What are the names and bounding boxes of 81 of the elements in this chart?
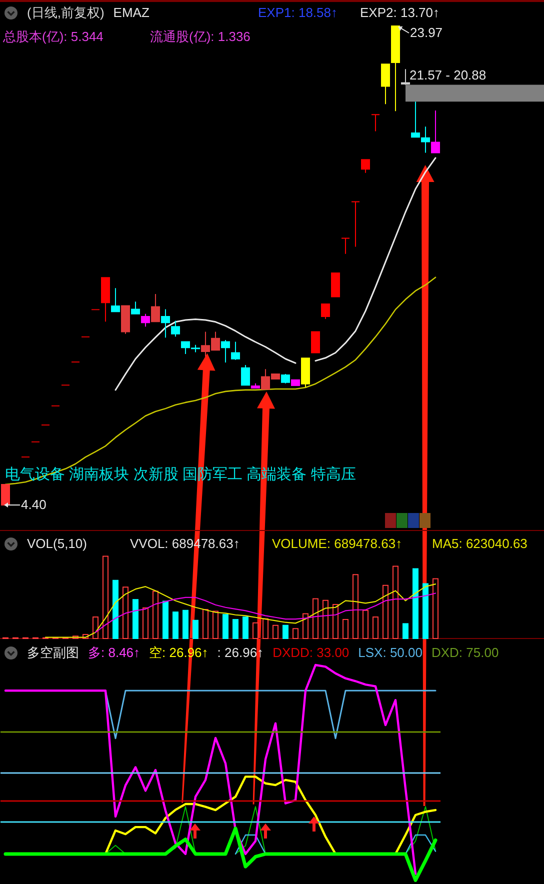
candlestick <box>291 379 300 386</box>
candlestick <box>331 272 340 298</box>
bar <box>362 610 368 639</box>
bar <box>122 586 128 639</box>
bar <box>162 600 168 639</box>
bar <box>262 618 268 639</box>
candlestick <box>381 64 390 105</box>
bar <box>182 610 188 639</box>
bar <box>372 616 378 639</box>
candlestick <box>251 382 260 389</box>
bar <box>92 616 98 639</box>
text: EXP2: 13.70↑ <box>360 5 440 20</box>
text: LSX: 50.00 <box>358 645 422 660</box>
bar <box>332 604 338 639</box>
candlestick <box>221 340 230 364</box>
chart-title: (日线,前复权) <box>27 5 104 20</box>
annotation: 流通股(亿): 1.336 <box>150 29 250 44</box>
text: 多: 8.46↑ <box>88 645 140 660</box>
candlestick <box>371 114 380 132</box>
bar <box>302 613 308 639</box>
bar <box>352 574 358 639</box>
bar <box>142 607 148 639</box>
bar <box>402 623 408 639</box>
candlestick <box>321 304 330 320</box>
text: EXP1: 18.58↑ <box>258 5 338 20</box>
candlestick <box>161 308 170 338</box>
text: EMAZ <box>113 5 150 20</box>
candlestick <box>141 313 150 328</box>
bar <box>102 556 108 639</box>
bar <box>112 580 118 639</box>
bar <box>232 619 238 639</box>
candlestick <box>1 484 10 506</box>
bar <box>342 619 348 639</box>
text: VOLUME: 689478.63↑ <box>272 536 402 551</box>
bar <box>272 624 278 639</box>
candlestick <box>311 331 320 354</box>
candlestick <box>401 68 410 86</box>
bar <box>172 612 178 639</box>
candlestick <box>341 238 350 254</box>
bar <box>192 620 198 639</box>
bar <box>282 624 288 639</box>
candlestick <box>171 320 180 338</box>
candlestick <box>121 305 130 334</box>
bar <box>412 568 418 639</box>
bar <box>242 616 248 639</box>
candlestick <box>131 301 140 314</box>
bar <box>392 566 398 639</box>
candlestick <box>351 201 360 248</box>
bar <box>312 598 318 639</box>
bar <box>152 590 158 639</box>
candlestick <box>361 159 370 174</box>
text: DXD: 75.00 <box>431 645 499 660</box>
bar <box>292 628 298 639</box>
bar <box>422 583 428 639</box>
text: MA5: 623040.63 <box>432 536 528 551</box>
bar <box>132 599 138 639</box>
bar <box>382 584 388 639</box>
bar <box>252 622 258 639</box>
annotation: 23.97 <box>410 25 443 40</box>
bar <box>222 614 228 639</box>
candlestick <box>281 374 290 384</box>
band-label: 21.57 - 20.88 <box>410 68 486 83</box>
text: DXDD: 33.00 <box>272 645 350 660</box>
bar <box>432 578 438 639</box>
candlestick <box>301 358 310 388</box>
annotation: 总股本(亿): 5.344 <box>3 29 104 44</box>
bar <box>202 609 208 639</box>
bar <box>322 600 328 639</box>
candlestick <box>431 110 440 154</box>
candlestick <box>231 341 240 360</box>
chart-title: VOL(5,10) <box>27 536 87 551</box>
candlestick <box>151 294 160 322</box>
candlestick <box>411 101 420 138</box>
candlestick <box>241 364 250 386</box>
annotation: 4.40 <box>21 497 46 512</box>
candlestick <box>391 26 400 112</box>
bar <box>212 610 218 639</box>
candlestick <box>421 126 430 154</box>
candlestick <box>111 288 120 312</box>
chart-title: 多空副图 <box>27 645 79 660</box>
candlestick <box>101 277 110 322</box>
